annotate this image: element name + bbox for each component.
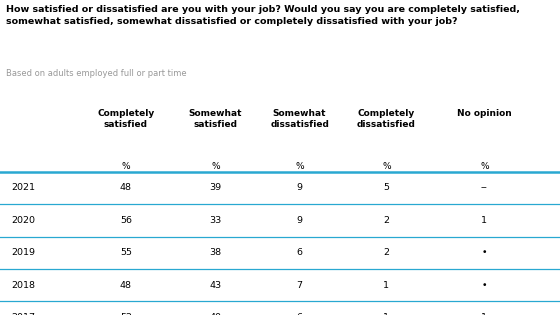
Text: Somewhat
satisfied: Somewhat satisfied — [189, 109, 242, 129]
Text: 38: 38 — [209, 248, 222, 257]
Text: 55: 55 — [120, 248, 132, 257]
Text: 2018: 2018 — [11, 281, 35, 290]
Text: 33: 33 — [209, 216, 222, 225]
Text: 2: 2 — [384, 216, 389, 225]
Text: Somewhat
dissatisfied: Somewhat dissatisfied — [270, 109, 329, 129]
Text: %: % — [295, 162, 304, 171]
Text: 9: 9 — [297, 183, 302, 192]
Text: •: • — [482, 248, 487, 257]
Text: 56: 56 — [120, 216, 132, 225]
Text: 48: 48 — [120, 281, 132, 290]
Text: •: • — [482, 281, 487, 290]
Text: Based on adults employed full or part time: Based on adults employed full or part ti… — [6, 69, 186, 78]
Text: No opinion: No opinion — [457, 109, 512, 118]
Text: 40: 40 — [209, 313, 222, 315]
Text: 9: 9 — [297, 216, 302, 225]
Text: 39: 39 — [209, 183, 222, 192]
Text: %: % — [480, 162, 489, 171]
Text: --: -- — [481, 183, 488, 192]
Text: 2021: 2021 — [11, 183, 35, 192]
Text: 6: 6 — [297, 313, 302, 315]
Text: 6: 6 — [297, 248, 302, 257]
Text: 5: 5 — [384, 183, 389, 192]
Text: 7: 7 — [297, 281, 302, 290]
Text: 2: 2 — [384, 248, 389, 257]
Text: 1: 1 — [482, 313, 487, 315]
Text: 2020: 2020 — [11, 216, 35, 225]
Text: 2019: 2019 — [11, 248, 35, 257]
Text: 48: 48 — [120, 183, 132, 192]
Text: Completely
dissatisfied: Completely dissatisfied — [357, 109, 416, 129]
Text: %: % — [382, 162, 391, 171]
Text: %: % — [211, 162, 220, 171]
Text: 2017: 2017 — [11, 313, 35, 315]
Text: 52: 52 — [120, 313, 132, 315]
Text: 1: 1 — [384, 313, 389, 315]
Text: %: % — [122, 162, 130, 171]
Text: How satisfied or dissatisfied are you with your job? Would you say you are compl: How satisfied or dissatisfied are you wi… — [6, 5, 520, 26]
Text: 43: 43 — [209, 281, 222, 290]
Text: Completely
satisfied: Completely satisfied — [97, 109, 155, 129]
Text: 1: 1 — [482, 216, 487, 225]
Text: 1: 1 — [384, 281, 389, 290]
